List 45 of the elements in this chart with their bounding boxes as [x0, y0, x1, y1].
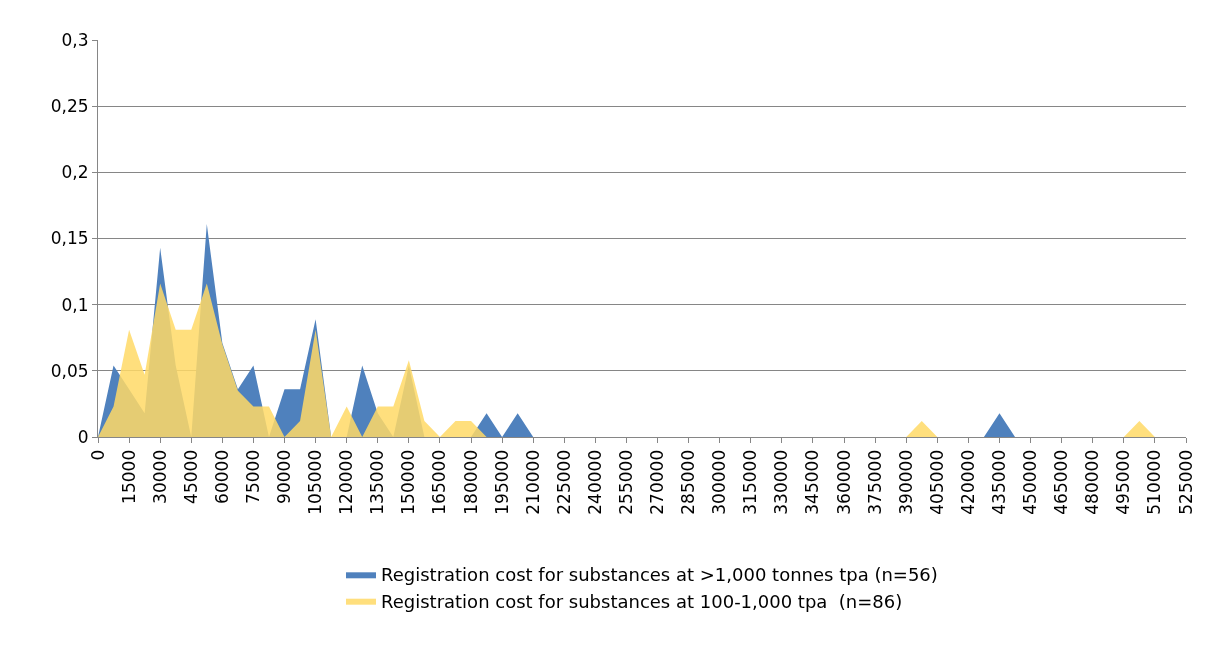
x-tick-label: 525000 — [1175, 449, 1196, 515]
legend-label: Registration cost for substances at 100-1,000 tpa (n=86) — [381, 590, 903, 612]
legend-label: Registration cost for substances at >1,000 tonnes tpa (n=56) — [381, 564, 938, 586]
x-tick-label: 135000 — [367, 449, 388, 515]
x-tick-label: 330000 — [771, 449, 792, 515]
x-tick-label: 480000 — [1082, 449, 1103, 515]
y-tick-label: 0,1 — [61, 294, 89, 315]
x-tick-label: 255000 — [615, 449, 636, 515]
x-tick-label: 105000 — [305, 449, 326, 515]
x-tick-label: 360000 — [833, 449, 854, 515]
x-tick-label: 225000 — [553, 449, 574, 515]
x-tick-label: 405000 — [926, 449, 947, 515]
y-tick-label: 0,25 — [50, 96, 89, 117]
x-tick-label: 240000 — [584, 449, 605, 515]
y-tick-label: 0,3 — [61, 29, 89, 50]
x-tick-label: 150000 — [398, 449, 419, 515]
y-tick-label: 0 — [77, 426, 89, 447]
x-tick-label: 420000 — [957, 449, 978, 515]
x-tick-label: 510000 — [1144, 449, 1165, 515]
x-tick-label: 450000 — [1020, 449, 1041, 515]
y-tick-label: 0,15 — [50, 228, 89, 249]
x-tick-label: 390000 — [895, 449, 916, 515]
x-tick-label: 165000 — [429, 449, 450, 515]
x-tick-label: 0 — [87, 449, 108, 461]
x-tick-label: 315000 — [740, 449, 761, 515]
x-tick-label: 465000 — [1051, 449, 1072, 515]
x-tick-label: 435000 — [989, 449, 1010, 515]
x-tick-label: 60000 — [211, 449, 232, 504]
x-tick-label: 495000 — [1113, 449, 1134, 515]
x-tick-label: 45000 — [180, 449, 201, 504]
x-tick-label: 300000 — [709, 449, 730, 515]
x-tick-label: 375000 — [864, 449, 885, 515]
x-tick-label: 210000 — [522, 449, 543, 515]
x-tick-label: 120000 — [336, 449, 357, 515]
y-tick-label: 0,05 — [50, 360, 89, 381]
x-tick-label: 180000 — [460, 449, 481, 515]
x-tick-label: 15000 — [118, 449, 139, 504]
x-tick-label: 30000 — [149, 449, 170, 504]
x-tick-label: 75000 — [242, 449, 263, 504]
x-tick-label: 195000 — [491, 449, 512, 515]
x-tick-label: 270000 — [647, 449, 668, 515]
x-tick-label: 90000 — [274, 449, 295, 504]
x-tick-label: 285000 — [678, 449, 699, 515]
y-tick-label: 0,2 — [61, 162, 89, 183]
x-tick-label: 345000 — [802, 449, 823, 515]
